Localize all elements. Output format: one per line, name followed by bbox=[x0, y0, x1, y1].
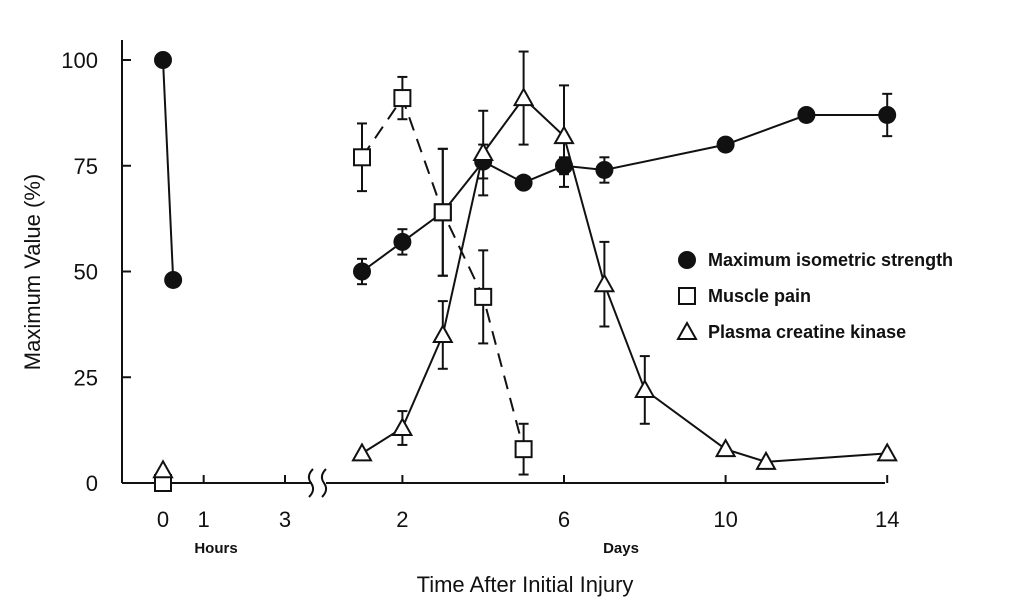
x-tick-label: 14 bbox=[875, 507, 899, 532]
series-line-0 bbox=[162, 59, 175, 281]
y-tick-label: 50 bbox=[74, 260, 98, 285]
series-line-0 bbox=[361, 114, 888, 273]
marker-filled-circle bbox=[595, 160, 614, 179]
marker-filled-circle bbox=[797, 105, 816, 124]
marker-open-triangle bbox=[391, 416, 414, 437]
x-tick-label: 3 bbox=[279, 507, 291, 532]
x-tick-label: 0 bbox=[157, 507, 169, 532]
marker-open-triangle bbox=[432, 323, 454, 343]
legend-label: Maximum isometric strength bbox=[708, 250, 953, 270]
y-axis-title: Maximum Value (%) bbox=[20, 174, 45, 370]
marker-filled-circle bbox=[878, 105, 897, 124]
marker-open-square bbox=[353, 148, 371, 167]
x-tick-label: 1 bbox=[198, 507, 210, 532]
axis-break-mark bbox=[320, 468, 328, 498]
marker-open-square bbox=[393, 89, 412, 108]
marker-open-triangle bbox=[152, 459, 174, 479]
axis-break-mark bbox=[307, 468, 315, 498]
x-tick-label: 10 bbox=[713, 507, 737, 532]
marker-open-square bbox=[514, 440, 533, 459]
marker-open-triangle bbox=[714, 438, 737, 458]
marker-open-square bbox=[433, 203, 452, 222]
marker-filled-circle bbox=[678, 251, 696, 269]
hours-unit-label: Hours bbox=[194, 540, 237, 557]
marker-open-square bbox=[678, 287, 696, 305]
marker-open-triangle bbox=[351, 442, 373, 462]
marker-open-triangle bbox=[634, 378, 656, 398]
marker-open-square bbox=[474, 287, 493, 306]
marker-filled-circle bbox=[154, 51, 172, 69]
series-line-2 bbox=[361, 96, 888, 463]
axes: 0 25 50 75 100 0 1 3 2 6 10 14 bbox=[61, 40, 899, 532]
marker-open-triangle bbox=[876, 442, 898, 462]
marker-open-triangle bbox=[472, 142, 494, 162]
days-unit-label: Days bbox=[603, 540, 639, 557]
legend: Maximum isometric strength Muscle pain Pla… bbox=[676, 250, 953, 342]
x-axis-title: Time After Initial Injury bbox=[417, 572, 634, 597]
marker-filled-circle bbox=[716, 135, 735, 154]
legend-label: Plasma creatine kinase bbox=[708, 322, 906, 342]
x-tick-label: 6 bbox=[558, 507, 570, 532]
x-tick-label: 2 bbox=[396, 507, 408, 532]
marker-filled-circle bbox=[393, 232, 412, 251]
marker-filled-circle bbox=[514, 173, 533, 192]
marker-open-triangle bbox=[676, 320, 698, 340]
marker-open-triangle bbox=[593, 273, 616, 293]
marker-open-triangle bbox=[553, 125, 575, 145]
marker-filled-circle bbox=[555, 156, 573, 175]
y-tick-label: 25 bbox=[74, 365, 98, 390]
y-tick-label: 100 bbox=[61, 48, 98, 73]
data-markers bbox=[152, 51, 898, 492]
marker-open-triangle bbox=[755, 450, 777, 470]
marker-filled-circle bbox=[353, 262, 371, 281]
marker-open-triangle bbox=[512, 87, 535, 107]
marker-filled-circle bbox=[164, 270, 183, 289]
y-tick-label: 0 bbox=[86, 471, 98, 496]
legend-label: Muscle pain bbox=[708, 286, 811, 306]
y-tick-label: 75 bbox=[74, 154, 98, 179]
